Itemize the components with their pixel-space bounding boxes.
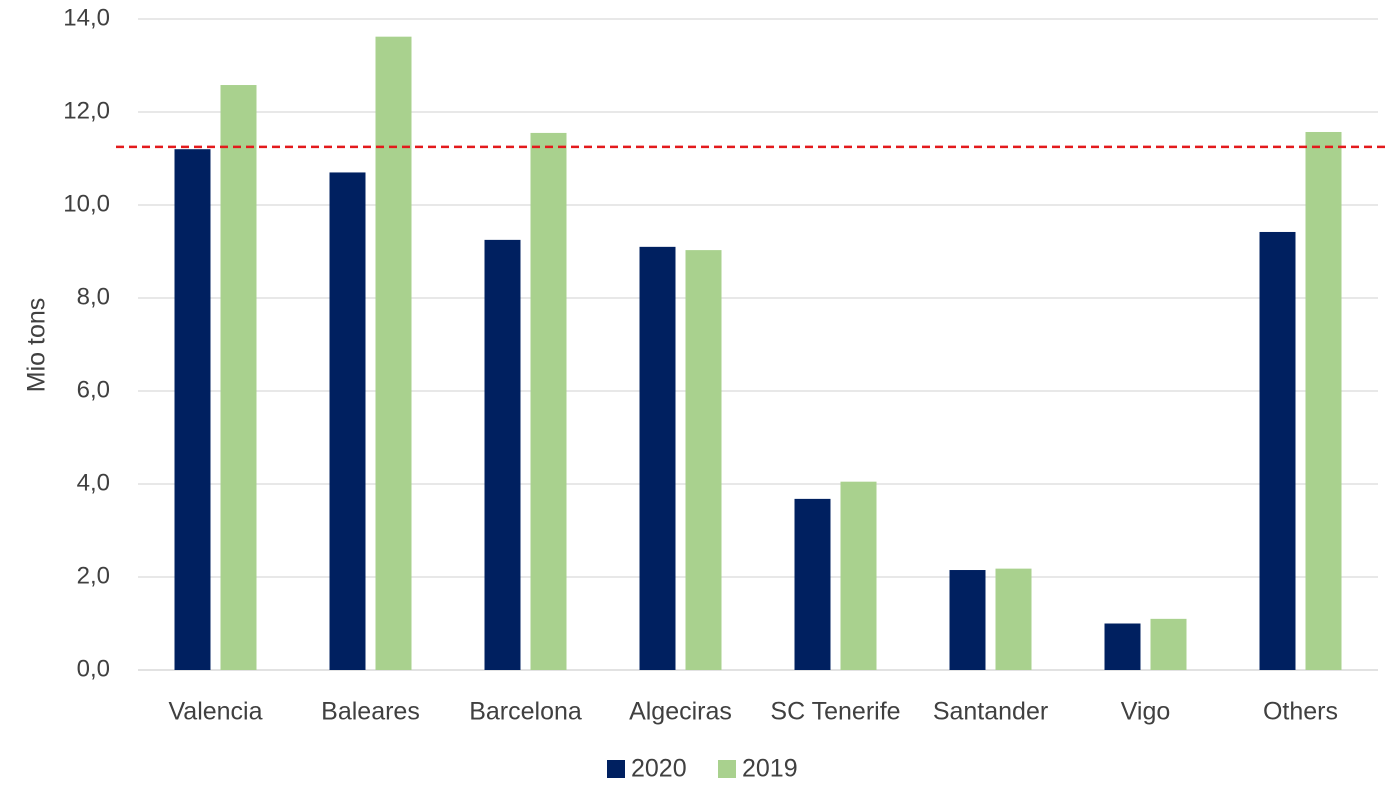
y-axis-ticks: 0,0 2,0 4,0 6,0 8,0 10,0 12,0 14,0	[63, 4, 110, 682]
bar-2020-algeciras	[639, 246, 676, 670]
x-tick-label: Algeciras	[629, 698, 732, 726]
x-tick-label: Baleares	[321, 698, 420, 726]
bar-2019-barcelona	[530, 132, 567, 671]
legend-label-2020: 2020	[631, 755, 687, 783]
x-tick-label: Others	[1263, 698, 1338, 726]
x-tick-label: Valencia	[168, 698, 262, 726]
y-tick-label: 2,0	[77, 562, 110, 589]
bar-2020-sc-tenerife	[794, 498, 831, 670]
bar-2020-baleares	[329, 172, 366, 670]
y-tick-label: 14,0	[63, 4, 110, 31]
y-tick-label: 4,0	[77, 469, 110, 496]
legend-label-2019: 2019	[742, 755, 798, 783]
bar-2020-vigo	[1104, 623, 1141, 670]
bar-2019-sc-tenerife	[840, 481, 877, 670]
bar-2019-others	[1305, 131, 1342, 670]
x-tick-label: Barcelona	[469, 698, 582, 726]
gridlines	[138, 18, 1378, 671]
y-tick-label: 8,0	[77, 283, 110, 310]
y-tick-label: 6,0	[77, 376, 110, 403]
bar-2020-valencia	[174, 149, 211, 670]
bars	[174, 36, 1342, 671]
bar-2020-barcelona	[484, 239, 521, 670]
legend-swatch-2020	[607, 760, 625, 778]
bar-2019-vigo	[1150, 618, 1187, 670]
bar-2019-valencia	[220, 85, 257, 670]
x-tick-label: SC Tenerife	[770, 698, 900, 726]
x-axis-categories: Valencia Baleares Barcelona Algeciras SC Ten…	[168, 698, 1338, 726]
y-axis-title: Mio tons	[23, 298, 51, 392]
x-tick-label: Santander	[933, 698, 1048, 726]
bar-2019-baleares	[375, 36, 412, 671]
bar-2019-santander	[995, 568, 1032, 670]
legend-swatch-2019	[718, 760, 736, 778]
bar-2020-santander	[949, 570, 986, 670]
bar-2019-algeciras	[685, 250, 722, 671]
legend: 2020 2019	[607, 755, 798, 783]
y-tick-label: 12,0	[63, 97, 110, 124]
bar-2020-others	[1259, 231, 1296, 670]
x-tick-label: Vigo	[1121, 698, 1171, 726]
y-tick-label: 10,0	[63, 190, 110, 217]
y-tick-label: 0,0	[77, 655, 110, 682]
